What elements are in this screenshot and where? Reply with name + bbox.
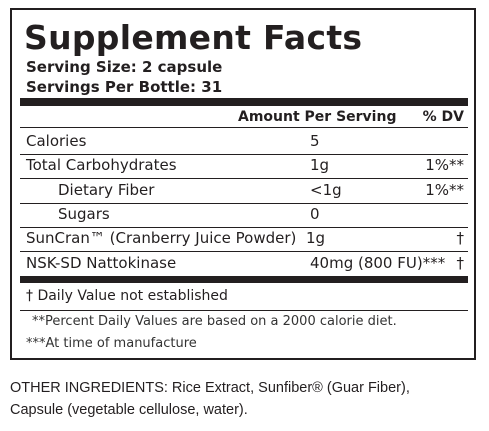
serving-size: Serving Size: 2 capsule xyxy=(26,58,223,76)
dv-header: % DV xyxy=(422,109,464,125)
thick-bar xyxy=(20,276,468,283)
divider xyxy=(20,127,468,128)
row-dv: † xyxy=(456,229,465,248)
divider xyxy=(20,154,468,155)
row-name: Total Carbohydrates xyxy=(26,156,177,175)
footnote: ***At time of manufacture xyxy=(26,336,197,351)
row-amount: 1g xyxy=(310,156,330,175)
row-amount: <1g xyxy=(310,180,342,199)
divider xyxy=(20,202,468,204)
servings: Servings Per Bottle: 31 xyxy=(26,78,223,96)
row-amount: 5 xyxy=(310,132,320,150)
divider xyxy=(20,251,468,253)
row-name: Sugars xyxy=(58,204,110,223)
row-dv: 1%** xyxy=(425,156,464,175)
row-name: Dietary Fiber xyxy=(58,180,155,199)
divider xyxy=(20,178,468,180)
other-ingredients: OTHER INGREDIENTS: Rice Extract, Sunfibe… xyxy=(10,380,410,396)
row-dv: 1%** xyxy=(425,180,464,199)
row-amount: 0 xyxy=(310,204,320,223)
row-name: Calories xyxy=(26,132,87,150)
row-amount: 1g xyxy=(306,229,326,248)
row-name: NSK-SD Nattokinase xyxy=(26,253,177,272)
row-dv: † xyxy=(456,253,465,272)
divider xyxy=(20,226,468,228)
title: Supplement Facts xyxy=(24,18,363,57)
row-name: SunCran™ (Cranberry Juice Powder) xyxy=(26,229,297,248)
label-box xyxy=(10,8,476,360)
other-ingredients: Capsule (vegetable cellulose, water). xyxy=(10,402,248,418)
row-amount: 40mg (800 FU)*** xyxy=(310,253,446,272)
divider xyxy=(20,310,468,311)
thick-bar xyxy=(20,98,468,106)
footnote: **Percent Daily Values are based on a 20… xyxy=(32,314,397,329)
footnote: † Daily Value not established xyxy=(26,288,228,304)
amount-header: Amount Per Serving xyxy=(238,109,397,125)
